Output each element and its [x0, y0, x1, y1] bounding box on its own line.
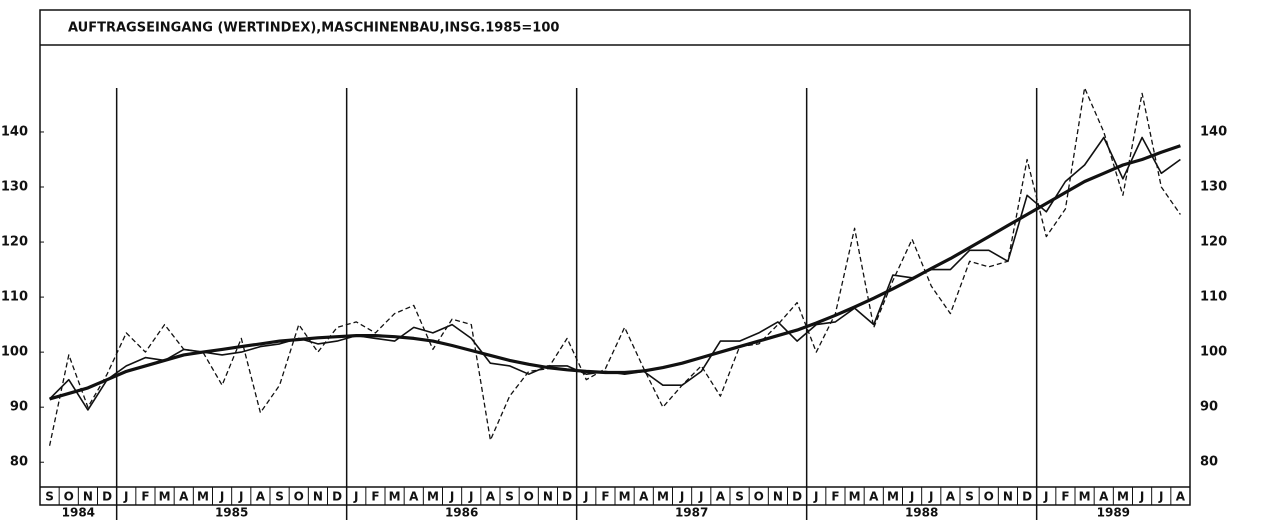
- x-tick-label: O: [524, 490, 534, 504]
- x-tick-label: D: [1022, 490, 1032, 504]
- y-tick-label-right: 80: [1200, 455, 1218, 470]
- x-tick-label: O: [294, 490, 304, 504]
- x-tick-label: A: [409, 490, 419, 504]
- chart-title: AUFTRAGSEINGANG (WERTINDEX),MASCHINENBAU…: [68, 21, 559, 36]
- x-tick-label: M: [849, 490, 861, 504]
- x-tick-label: F: [601, 490, 609, 504]
- x-tick-label: A: [946, 490, 956, 504]
- x-tick-label: S: [505, 490, 514, 504]
- year-label: 1984: [62, 506, 95, 520]
- x-tick-label: J: [468, 490, 473, 504]
- year-label: 1988: [905, 506, 938, 520]
- x-tick-label: D: [332, 490, 342, 504]
- y-tick-label-right: 100: [1200, 345, 1227, 360]
- x-tick-label: D: [102, 490, 112, 504]
- x-tick-label: M: [887, 490, 899, 504]
- x-tick-label: S: [45, 490, 54, 504]
- x-tick-label: M: [1079, 490, 1091, 504]
- x-tick-label: N: [83, 490, 93, 504]
- x-tick-label: N: [313, 490, 323, 504]
- year-label: 1989: [1097, 506, 1130, 520]
- x-tick-label: M: [389, 490, 401, 504]
- x-tick-label: M: [427, 490, 439, 504]
- x-tick-label: J: [679, 490, 684, 504]
- x-tick-label: J: [123, 490, 128, 504]
- x-tick-label: J: [1158, 490, 1163, 504]
- x-tick-label: N: [543, 490, 553, 504]
- x-tick-label: O: [754, 490, 764, 504]
- y-tick-label-right: 90: [1200, 400, 1218, 415]
- x-tick-label: J: [1139, 490, 1144, 504]
- x-tick-label: A: [486, 490, 496, 504]
- x-tick-label: A: [179, 490, 189, 504]
- x-tick-label: D: [792, 490, 802, 504]
- y-tick-label-right: 110: [1200, 290, 1227, 305]
- x-tick-label: J: [449, 490, 454, 504]
- year-label: 1986: [445, 506, 478, 520]
- x-tick-label: M: [1117, 490, 1129, 504]
- x-tick-label: F: [141, 490, 149, 504]
- x-tick-label: S: [965, 490, 974, 504]
- x-tick-label: M: [619, 490, 631, 504]
- x-tick-label: J: [353, 490, 358, 504]
- frame: [39, 9, 1191, 506]
- x-tick-label: O: [984, 490, 994, 504]
- year-label: 1987: [675, 506, 708, 520]
- y-tick-label-right: 130: [1200, 180, 1227, 195]
- y-tick-label: 100: [1, 345, 28, 360]
- x-tick-label: J: [219, 490, 224, 504]
- y-tick-label: 130: [1, 180, 28, 195]
- x-tick-label: J: [813, 490, 818, 504]
- x-tick-label: M: [197, 490, 209, 504]
- x-tick-label: J: [238, 490, 243, 504]
- x-tick-label: A: [639, 490, 649, 504]
- x-tick-label: J: [698, 490, 703, 504]
- y-tick-label: 90: [10, 400, 28, 415]
- series-line: [48, 87, 1181, 446]
- y-tick-label: 110: [1, 290, 28, 305]
- y-tick-label: 80: [10, 455, 28, 470]
- x-tick-label: S: [735, 490, 744, 504]
- y-tick-label: 120: [1, 235, 28, 250]
- y-tick-label-right: 120: [1200, 235, 1227, 250]
- x-tick-label: M: [159, 490, 171, 504]
- x-tick-label: O: [64, 490, 74, 504]
- x-tick-label: A: [716, 490, 726, 504]
- x-tick-label: D: [562, 490, 572, 504]
- x-tick-label: A: [1099, 490, 1109, 504]
- x-tick-label: F: [371, 490, 379, 504]
- y-tick-label-right: 140: [1200, 124, 1227, 139]
- x-tick-label: A: [1176, 490, 1186, 504]
- x-tick-label: J: [583, 490, 588, 504]
- x-tick-label: F: [1061, 490, 1069, 504]
- x-tick-label: A: [256, 490, 266, 504]
- year-label: 1985: [215, 506, 248, 520]
- x-tick-label: J: [909, 490, 914, 504]
- series-line: [49, 144, 1181, 401]
- x-tick-label: J: [1043, 490, 1048, 504]
- x-tick-label: N: [1003, 490, 1013, 504]
- series-line: [49, 136, 1181, 411]
- y-tick-label: 140: [1, 124, 28, 139]
- x-tick-label: J: [928, 490, 933, 504]
- x-tick-label: M: [657, 490, 669, 504]
- x-tick-label: A: [869, 490, 879, 504]
- x-tick-label: S: [275, 490, 284, 504]
- x-tick-label: N: [773, 490, 783, 504]
- x-tick-label: F: [831, 490, 839, 504]
